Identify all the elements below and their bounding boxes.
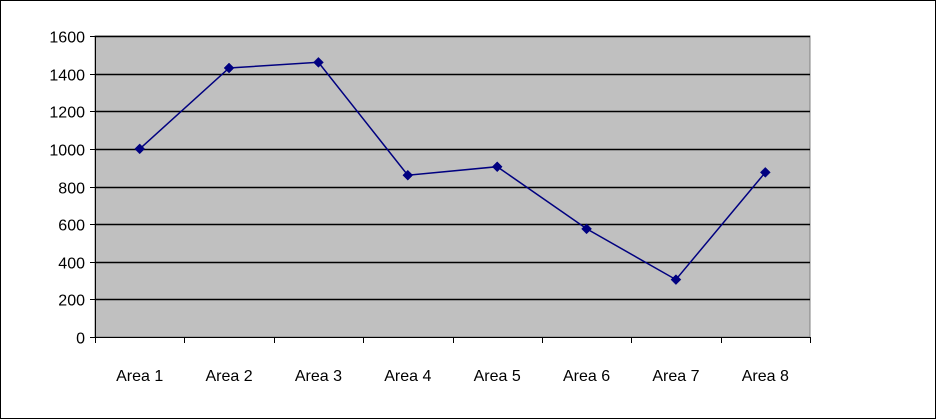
x-tick-label: Area 1 [116, 368, 163, 385]
data-point-marker [581, 223, 592, 235]
y-tick-label: 1600 [49, 30, 85, 47]
data-point-marker [402, 169, 414, 181]
x-axis-tick-labels: Area 1 Area 2 Area 3 Area 4 Area 5 Area 6 Area… [116, 368, 789, 385]
data-point-marker [759, 167, 771, 178]
y-tick-label: 0 [76, 331, 85, 348]
y-tick-label: 1200 [49, 105, 85, 122]
x-tick-label: Area 6 [563, 368, 610, 385]
data-point-marker [491, 161, 503, 173]
x-tick-label: Area 7 [652, 368, 699, 385]
data-point-marker [134, 143, 146, 155]
x-tick-label: Area 8 [742, 368, 789, 385]
x-tick-label: Area 2 [205, 368, 252, 385]
x-tick-label: Area 4 [384, 368, 431, 385]
axes [90, 36, 811, 343]
x-tick-label: Area 3 [295, 368, 342, 385]
data-point-marker [223, 62, 235, 74]
data-points [134, 56, 771, 285]
series-line [139, 61, 766, 281]
plot-area [94, 35, 811, 338]
y-tick-label: 600 [58, 218, 85, 235]
y-tick-label: 1000 [49, 143, 85, 160]
y-tick-label: 1400 [49, 68, 85, 85]
x-tick-label: Area 5 [474, 368, 521, 385]
data-point-marker [313, 56, 324, 68]
y-axis-tick-labels: 0 200 400 600 800 1000 1200 1400 1600 [49, 30, 85, 348]
y-tick-label: 800 [58, 181, 85, 198]
series-line-group [139, 61, 766, 281]
y-tick-label: 200 [58, 293, 85, 310]
data-point-marker [670, 274, 682, 285]
y-tick-label: 400 [58, 256, 85, 273]
